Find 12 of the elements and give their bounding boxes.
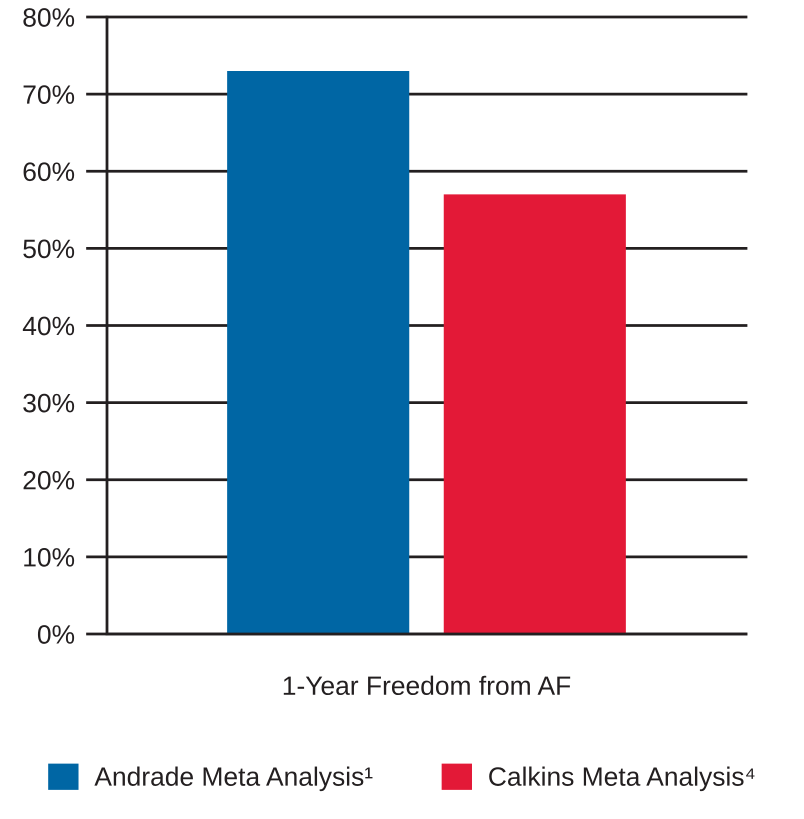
y-tick-label: 30% [23, 394, 74, 412]
y-tick-label: 20% [24, 470, 74, 490]
y-tick-label: 40% [22, 316, 74, 336]
y-tick-label: 50% [23, 240, 74, 258]
y-tick-label: 70% [24, 85, 74, 104]
legend-label: Calkins Meta Analysis⁴ [489, 766, 755, 792]
legend-label: Andrade Meta Analysis¹ [94, 766, 372, 792]
y-tick-label: 60% [24, 162, 74, 182]
x-tick-label: 1-Year Freedom from AF [284, 676, 570, 696]
y-tick-label: 80% [23, 8, 74, 27]
y-tick-label: 10% [24, 548, 74, 567]
y-tick-label: 0% [38, 625, 74, 644]
